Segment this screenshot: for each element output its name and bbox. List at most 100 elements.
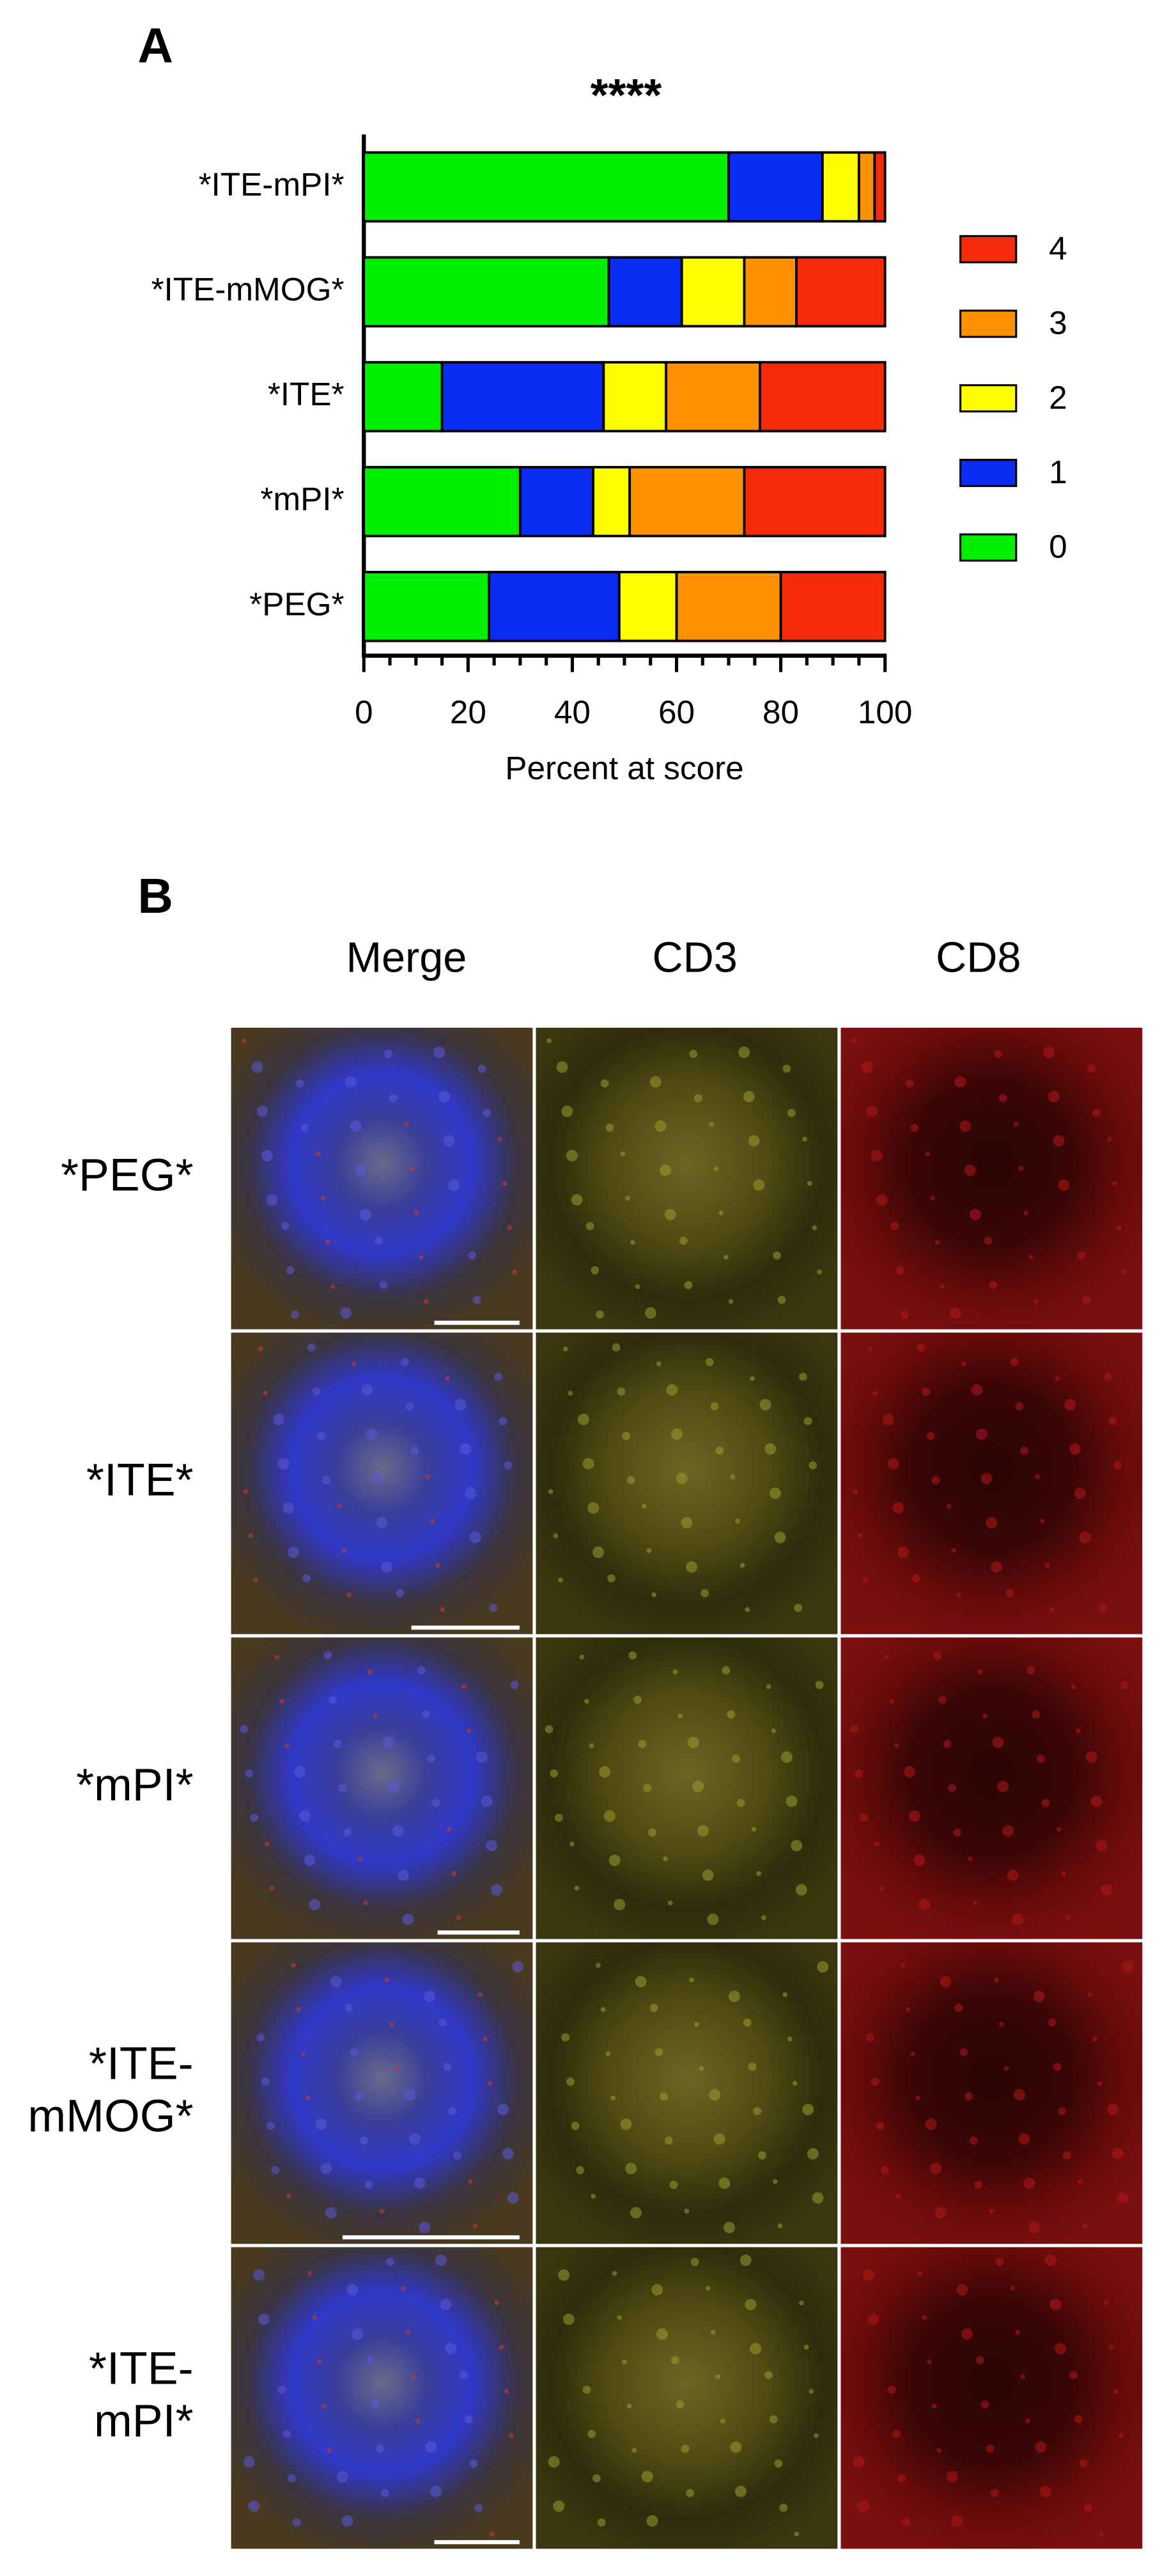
cell: [286, 2194, 291, 2199]
micrograph-background: [536, 2247, 838, 2549]
cell: [992, 1736, 1004, 1748]
cell: [648, 1828, 656, 1837]
cell: [643, 1784, 652, 1792]
cell: [376, 1517, 388, 1529]
cell: [917, 2270, 922, 2276]
cell: [1002, 1825, 1014, 1837]
cell: [817, 1961, 829, 1973]
cell: [940, 1284, 945, 1289]
micrograph: [231, 1332, 533, 1634]
x-axis-label: Percent at score: [505, 750, 743, 786]
cell: [243, 1489, 249, 1494]
cell: [340, 1307, 352, 1319]
bar-segment: [518, 465, 594, 538]
cell: [655, 1120, 667, 1132]
cell: [799, 2300, 804, 2306]
cell: [715, 2374, 720, 2379]
cell: [368, 1669, 373, 1675]
cell: [422, 1710, 431, 1719]
cell: [735, 2485, 747, 2497]
cell: [584, 1698, 589, 1704]
cell: [291, 1310, 299, 1319]
cell: [1076, 1728, 1081, 1734]
cell: [1082, 1296, 1091, 1304]
cell: [851, 1038, 856, 1044]
cell: [1103, 2300, 1109, 2306]
micrograph-background: [231, 1637, 533, 1939]
micrograph: [231, 1637, 533, 1939]
cell: [649, 1076, 662, 1088]
cell: [931, 2403, 937, 2409]
cell: [295, 1079, 304, 1088]
cell: [405, 2330, 411, 2335]
cell: [571, 2122, 580, 2130]
cell: [681, 1517, 693, 1529]
cell: [871, 2077, 879, 2086]
x-tick-label: 80: [763, 694, 799, 731]
cell: [343, 1828, 352, 1837]
bar-segment: [362, 361, 444, 433]
cell: [240, 1725, 249, 1734]
cell: [1036, 1755, 1045, 1763]
cell: [882, 1413, 894, 1425]
cell: [925, 1151, 931, 1157]
cell: [802, 1137, 807, 1142]
cell: [592, 2474, 601, 2483]
cell: [261, 2077, 270, 2086]
cell: [669, 2180, 678, 2189]
cell: [780, 1751, 793, 1763]
cell: [1085, 1751, 1097, 1763]
cell: [250, 1813, 258, 1822]
cell: [300, 1123, 309, 1132]
cell: [510, 1680, 519, 1689]
cell: [748, 1135, 760, 1147]
micrograph: [536, 1637, 838, 1939]
cell: [884, 1654, 890, 1660]
cell: [936, 2448, 942, 2453]
cell: [638, 1739, 647, 1748]
cell: [1107, 2104, 1119, 2116]
cell: [1058, 1179, 1070, 1191]
cell: [799, 1372, 807, 1381]
bar-segment: [873, 151, 887, 223]
cell: [474, 2503, 483, 2512]
cell: [1028, 2221, 1040, 2233]
cell: [895, 2194, 901, 2199]
cell: [1023, 2177, 1035, 2189]
cell: [494, 2300, 499, 2306]
micrograph-background: [841, 1637, 1143, 1939]
cell: [1112, 1181, 1117, 1186]
cell: [292, 2518, 301, 2527]
cell: [672, 1669, 678, 1675]
cell: [628, 1651, 637, 1660]
cell: [676, 1472, 688, 1484]
cell: [787, 2037, 793, 2042]
x-tick-label: 40: [554, 694, 591, 731]
cell: [1033, 1299, 1039, 1304]
cell: [379, 2208, 385, 2214]
cell: [274, 1654, 280, 1660]
cell: [786, 1796, 798, 1808]
cell: [562, 1346, 568, 1352]
cell: [1056, 1826, 1062, 1832]
cell: [497, 2104, 509, 2116]
cell: [989, 2208, 995, 2214]
cell: [1077, 1251, 1086, 1260]
cell: [288, 1546, 299, 1558]
cell: [664, 2136, 673, 2145]
cell: [460, 1443, 472, 1455]
cell: [817, 1269, 822, 1275]
cell: [1090, 1796, 1103, 1808]
cell: [690, 2258, 699, 2267]
cell: [871, 1149, 883, 1161]
cell: [469, 2459, 478, 2468]
cell: [764, 1443, 777, 1455]
cell: [587, 2430, 596, 2439]
bar-segment: [743, 256, 798, 328]
cell: [622, 1431, 630, 1440]
cell: [646, 2515, 658, 2527]
cell: [269, 1886, 275, 1891]
legend-label: 4: [1049, 230, 1067, 267]
cell: [722, 1666, 731, 1675]
cell: [663, 1856, 668, 1861]
